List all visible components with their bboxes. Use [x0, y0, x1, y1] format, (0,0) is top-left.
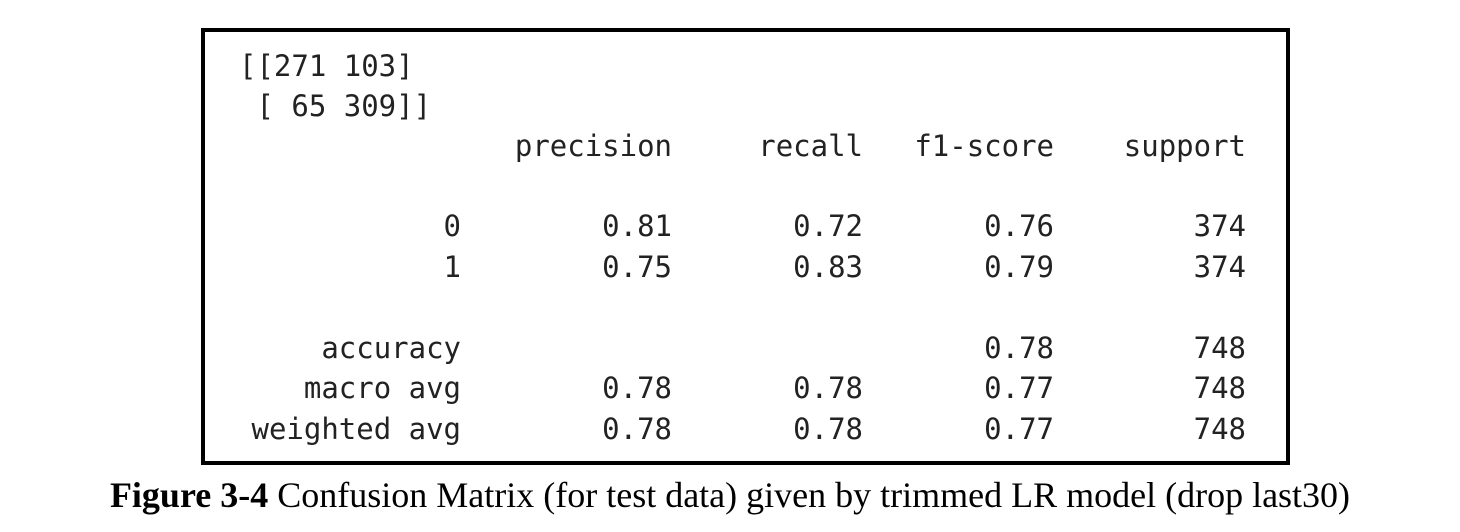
- cell-support: 374: [1193, 209, 1246, 243]
- cell-support: 748: [1193, 331, 1246, 365]
- header-support: support: [1123, 129, 1246, 163]
- cell-f1-score: 0.79: [984, 250, 1054, 284]
- cell-recall: 0.72: [793, 209, 863, 243]
- figure-caption: Figure 3-4 Confusion Matrix (for test da…: [0, 475, 1460, 516]
- cell-recall: 0.78: [793, 412, 863, 446]
- row-label: weighted avg: [251, 412, 461, 446]
- confusion-matrix-row-1: [[271 103]: [239, 49, 414, 83]
- cell-f1-score: 0.76: [984, 209, 1054, 243]
- row-label: macro avg: [303, 371, 461, 405]
- figure-box: [[271 103] [ 65 309]] precision recall f…: [201, 28, 1290, 465]
- cell-precision: 0.75: [602, 250, 672, 284]
- cell-support: 374: [1193, 250, 1246, 284]
- cell-f1-score: 0.77: [984, 412, 1054, 446]
- figure-label: Figure 3-4: [109, 475, 269, 515]
- cell-recall: 0.83: [793, 250, 863, 284]
- header-recall: recall: [758, 129, 863, 163]
- cell-precision: 0.81: [602, 209, 672, 243]
- cell-f1-score: 0.77: [984, 371, 1054, 405]
- header-precision: precision: [514, 129, 672, 163]
- cell-precision: 0.78: [602, 412, 672, 446]
- row-label: 0: [443, 209, 461, 243]
- cell-support: 748: [1193, 412, 1246, 446]
- row-label: 1: [443, 250, 461, 284]
- row-label: accuracy: [321, 331, 461, 365]
- cell-recall: 0.78: [793, 371, 863, 405]
- cell-support: 748: [1193, 371, 1246, 405]
- cell-f1-score: 0.78: [984, 331, 1054, 365]
- figure-caption-text: Confusion Matrix (for test data) given b…: [268, 475, 1351, 515]
- header-f1-score: f1-score: [914, 129, 1054, 163]
- cell-precision: 0.78: [602, 371, 672, 405]
- confusion-matrix-row-2: [ 65 309]]: [239, 89, 432, 123]
